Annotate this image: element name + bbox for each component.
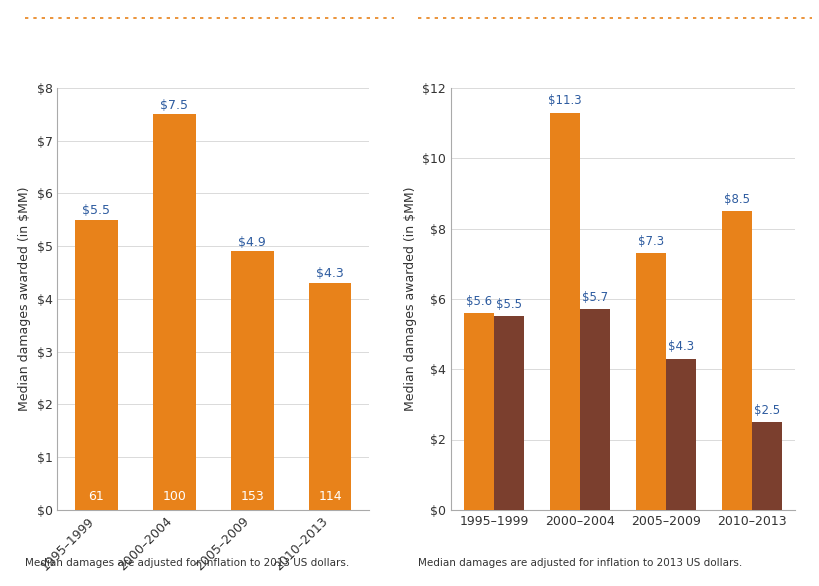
Bar bbox=[636, 253, 665, 510]
Text: $4.3: $4.3 bbox=[316, 267, 343, 281]
Text: $2.5: $2.5 bbox=[753, 404, 780, 417]
Y-axis label: Median damages awarded (in $MM): Median damages awarded (in $MM) bbox=[18, 186, 31, 411]
Bar bbox=[230, 251, 274, 510]
Bar bbox=[550, 113, 579, 510]
Text: $5.6: $5.6 bbox=[465, 295, 491, 308]
Bar bbox=[464, 313, 493, 510]
Text: $7.5: $7.5 bbox=[160, 98, 188, 111]
Bar bbox=[152, 114, 196, 510]
Text: $5.5: $5.5 bbox=[82, 204, 111, 217]
Bar bbox=[579, 309, 609, 510]
Bar bbox=[722, 211, 752, 510]
Bar bbox=[493, 316, 523, 510]
Text: 61: 61 bbox=[88, 490, 104, 503]
Text: 114: 114 bbox=[318, 490, 342, 503]
Text: $5.5: $5.5 bbox=[495, 298, 522, 311]
Text: $7.3: $7.3 bbox=[637, 235, 663, 248]
Text: Median damages are adjusted for inflation to 2013 US dollars.: Median damages are adjusted for inflatio… bbox=[25, 558, 348, 568]
Text: $11.3: $11.3 bbox=[548, 94, 581, 107]
Text: $4.9: $4.9 bbox=[238, 236, 265, 248]
Bar bbox=[752, 422, 781, 510]
Text: $8.5: $8.5 bbox=[723, 193, 749, 206]
Text: 100: 100 bbox=[162, 490, 186, 503]
Text: Median damages are adjusted for inflation to 2013 US dollars.: Median damages are adjusted for inflatio… bbox=[418, 558, 741, 568]
Bar bbox=[665, 359, 695, 510]
Text: $5.7: $5.7 bbox=[581, 291, 608, 304]
Text: $4.3: $4.3 bbox=[667, 340, 694, 353]
Text: 153: 153 bbox=[240, 490, 264, 503]
Bar bbox=[308, 283, 351, 510]
Bar bbox=[75, 220, 118, 510]
Y-axis label: Median damages awarded (in $MM): Median damages awarded (in $MM) bbox=[403, 186, 416, 411]
